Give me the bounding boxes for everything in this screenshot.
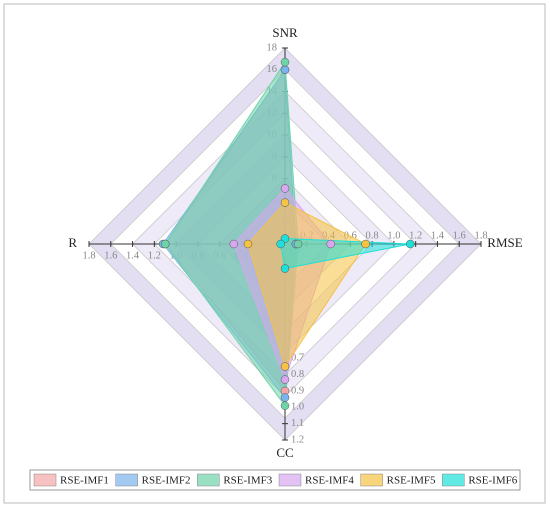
legend-box [29,469,521,491]
data-point [280,65,290,75]
tick-label: 1.2 [291,434,304,445]
frame [3,3,546,504]
tick-label: 1.4 [431,230,445,241]
axis-name: R [68,235,77,250]
legend-swatch [278,473,302,487]
data-point [293,239,303,249]
data-point [280,198,290,207]
tick-label: 1.1 [291,418,304,429]
legend-label: RSE-IMF5 [387,475,436,487]
axis-name: RMSE [487,235,522,250]
data-point [280,401,290,410]
tick-label: 1.8 [82,250,95,261]
tick-label: 0.8 [291,369,304,380]
tick-label: 0.8 [366,230,379,241]
data-point [280,57,290,67]
tick-label: 1.2 [409,230,422,241]
data-point [229,239,239,249]
tick-label: 0.9 [291,385,304,396]
legend-label: RSE-IMF3 [223,475,272,487]
legend-swatch [197,473,220,487]
data-point [276,239,285,249]
axis-name: SNR [272,25,298,40]
data-point [361,239,370,249]
tick-label: 16 [267,64,278,75]
legend-swatch [33,473,57,487]
data-point [280,375,290,384]
tick-label: 1.6 [453,230,466,241]
data-point [280,184,290,193]
tick-label: 0.7 [291,353,304,364]
data-point [326,239,335,249]
legend-swatch [360,473,383,487]
legend-swatch [442,473,465,487]
tick-label: 1.8 [474,230,487,241]
legend-label: RSE-IMF2 [142,475,191,487]
tick-label: 1.4 [126,250,140,261]
legend-swatch [115,473,138,487]
legend-label: RSE-IMF1 [60,475,109,487]
tick-label: 18 [267,42,278,53]
data-point [160,239,170,249]
data-point [280,362,290,371]
data-point [280,393,290,402]
axis-name: CC [276,445,293,460]
tick-label: 1.2 [148,250,161,261]
tick-label: 1.6 [104,250,117,261]
data-point [243,239,253,249]
tick-label: 1.0 [291,402,304,413]
tick-label: 1.0 [387,230,400,241]
legend-label: RSE-IMF4 [305,475,354,487]
legend-label: RSE-IMF6 [468,475,517,487]
data-point [280,264,290,273]
data-point [405,239,415,249]
